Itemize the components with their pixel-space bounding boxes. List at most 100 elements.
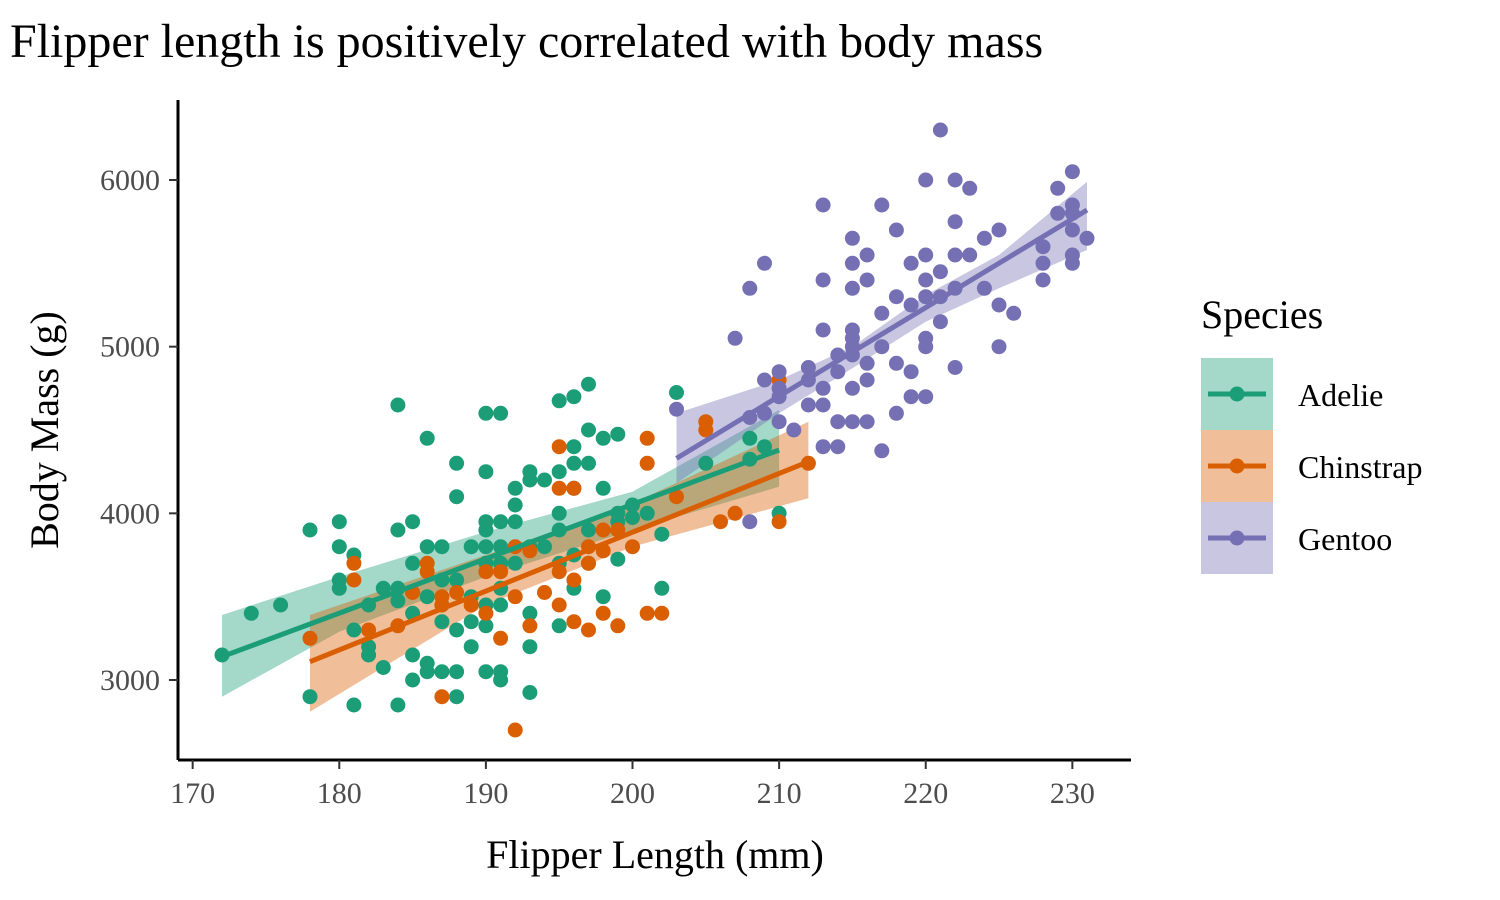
data-point-gentoo	[874, 443, 890, 459]
data-point-adelie	[581, 522, 596, 538]
data-point-gentoo	[888, 222, 904, 238]
data-point-gentoo	[1064, 164, 1080, 180]
data-point-gentoo	[771, 364, 787, 380]
data-point-gentoo	[947, 247, 963, 263]
data-point-adelie	[493, 514, 509, 530]
y-tick-label: 6000	[100, 164, 160, 197]
data-point-gentoo	[1079, 230, 1095, 246]
data-point-adelie	[243, 605, 259, 621]
data-point-gentoo	[859, 272, 875, 288]
data-point-adelie	[478, 405, 494, 421]
data-point-adelie	[331, 539, 347, 555]
x-tick-label: 210	[757, 777, 802, 810]
data-point-gentoo	[757, 255, 772, 271]
data-point-gentoo	[1035, 272, 1051, 288]
x-tick-label: 230	[1050, 777, 1095, 810]
data-point-chinstrap	[639, 605, 655, 621]
data-point-adelie	[419, 589, 435, 605]
legend-marker-chinstrap	[1229, 458, 1245, 474]
axes	[176, 100, 1131, 762]
data-point-adelie	[478, 539, 494, 555]
data-point-gentoo	[888, 405, 904, 421]
data-point-gentoo	[888, 355, 904, 371]
data-point-gentoo	[947, 172, 963, 188]
data-point-adelie	[625, 510, 640, 525]
data-point-adelie	[742, 430, 758, 446]
data-point-gentoo	[1035, 255, 1051, 271]
data-point-adelie	[449, 489, 465, 505]
data-point-adelie	[566, 439, 582, 455]
data-point-gentoo	[874, 339, 890, 355]
data-point-adelie	[463, 539, 479, 555]
data-point-chinstrap	[551, 480, 567, 496]
data-point-chinstrap	[698, 422, 714, 438]
data-point-gentoo	[903, 297, 919, 313]
data-point-gentoo	[859, 247, 875, 263]
data-point-gentoo	[947, 360, 963, 375]
data-point-adelie	[390, 593, 406, 609]
data-point-adelie	[478, 618, 494, 634]
data-point-adelie	[331, 514, 347, 530]
data-point-adelie	[405, 672, 421, 688]
data-point-adelie	[361, 647, 377, 663]
data-point-gentoo	[727, 330, 743, 346]
data-point-gentoo	[669, 401, 684, 417]
data-point-adelie	[493, 405, 509, 421]
data-point-adelie	[463, 614, 479, 630]
y-tick-label: 4000	[100, 497, 160, 530]
data-point-gentoo	[991, 297, 1007, 313]
data-point-adelie	[449, 572, 465, 588]
data-point-adelie	[639, 505, 655, 521]
data-point-adelie	[375, 660, 391, 675]
data-point-gentoo	[918, 289, 934, 305]
data-point-gentoo	[932, 122, 948, 138]
data-point-adelie	[698, 455, 714, 471]
data-point-gentoo	[918, 389, 934, 405]
data-point-chinstrap	[493, 564, 509, 580]
data-point-chinstrap	[566, 572, 582, 588]
data-point-gentoo	[918, 247, 934, 263]
data-point-adelie	[522, 685, 538, 700]
data-point-adelie	[434, 664, 450, 680]
data-point-chinstrap	[595, 605, 611, 621]
data-point-adelie	[405, 555, 421, 571]
x-tick-label: 180	[317, 777, 362, 810]
data-point-chinstrap	[581, 555, 596, 571]
data-point-gentoo	[815, 380, 831, 396]
data-point-adelie	[346, 697, 362, 713]
data-point-adelie	[419, 664, 435, 680]
legend-label-chinstrap: Chinstrap	[1298, 449, 1422, 485]
data-point-gentoo	[844, 280, 860, 296]
data-point-gentoo	[830, 414, 846, 430]
x-tick-label: 220	[903, 777, 948, 810]
data-point-gentoo	[1050, 205, 1066, 221]
data-point-gentoo	[830, 439, 846, 455]
data-point-gentoo	[800, 397, 816, 413]
data-point-adelie	[566, 455, 582, 471]
data-point-chinstrap	[463, 597, 479, 613]
data-point-adelie	[654, 526, 670, 542]
data-point-gentoo	[976, 230, 992, 246]
x-axis-title: Flipper Length (mm)	[486, 832, 824, 877]
y-tick-label: 3000	[100, 664, 160, 697]
data-point-chinstrap	[625, 539, 640, 555]
data-point-gentoo	[844, 230, 860, 246]
fit-line-gentoo	[675, 207, 1089, 461]
data-point-chinstrap	[478, 605, 494, 621]
data-point-adelie	[449, 455, 465, 471]
data-point-gentoo	[874, 305, 890, 321]
data-point-adelie	[551, 393, 567, 409]
data-point-gentoo	[918, 172, 934, 188]
data-point-adelie	[273, 597, 289, 613]
data-point-adelie	[610, 551, 626, 567]
legend-marker-adelie	[1229, 386, 1245, 402]
data-point-chinstrap	[771, 514, 787, 530]
data-point-gentoo	[815, 397, 831, 413]
data-point-adelie	[507, 514, 523, 530]
data-point-gentoo	[1064, 255, 1080, 271]
data-point-adelie	[654, 580, 670, 596]
data-point-adelie	[390, 397, 406, 413]
data-point-adelie	[449, 689, 465, 705]
data-point-adelie	[757, 439, 772, 455]
